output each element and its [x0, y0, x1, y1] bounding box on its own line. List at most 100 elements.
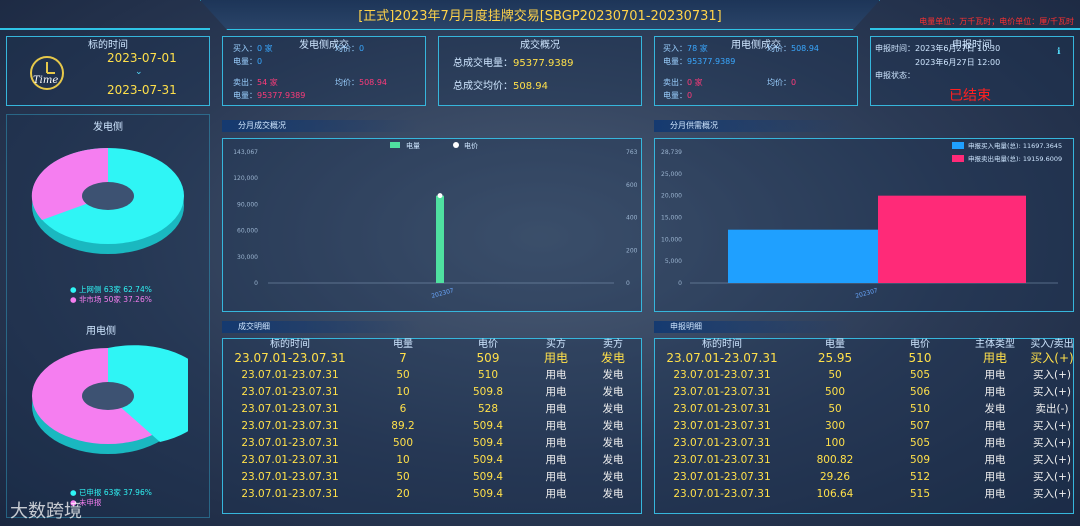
deal-table-row: 23.07.01-23.07.31 50 509.4 用电 发电 — [222, 469, 642, 486]
page-title: [正式]2023年7月月度挂牌交易[SBGP20230701-20230731] — [358, 9, 722, 24]
declare-table-cell: 510 — [909, 403, 931, 415]
use-legend-1: ● 未申报 — [70, 498, 102, 507]
deal-table-cell: 卖方 — [603, 339, 623, 350]
deal-table-cell: 510 — [477, 369, 499, 381]
monthly-chart: 电量 电价 143,067 120,000 90,000 60,000 30,000 0 7… — [233, 141, 638, 300]
deal-table-cell: 23.07.01-23.07.31 — [241, 403, 339, 415]
declare-table-cell: 23.07.01-23.07.31 — [673, 420, 771, 432]
gen-sell-price: 508.94 — [359, 78, 387, 87]
declare-table-cell: 买入(+) — [1030, 351, 1074, 365]
x-tick-202307: 202307 — [431, 287, 455, 300]
use-sell-qty: 0 — [687, 91, 693, 100]
declare-table-cell: 电价 — [910, 339, 930, 350]
deal-table-cell: 500 — [392, 437, 414, 449]
gen-buy-count: 0 家 — [257, 44, 273, 53]
declare-table-row: 23.07.01-23.07.31 106.64 515 用电 买入(+) — [654, 486, 1074, 503]
deal-table-cell: 23.07.01-23.07.31 — [241, 488, 339, 500]
deal-table-cell: 发电 — [602, 403, 624, 415]
declare-table-cell: 505 — [909, 369, 931, 381]
bar-sell-202307 — [878, 195, 1026, 283]
declare-table-row: 23.07.01-23.07.31 800.82 509 用电 买入(+) — [654, 452, 1074, 469]
declare-table-header: 申报明细 — [654, 321, 854, 333]
deal-table-cell: 509.4 — [472, 488, 504, 500]
deal-table-cell: 10 — [396, 386, 410, 398]
unit-legend: 电量单位：万千瓦时；电价单位：厘/千瓦时 — [919, 17, 1074, 26]
bar-buy-202307 — [728, 229, 878, 283]
use-legend-0: ● 已申报 63家 37.96% — [70, 488, 152, 497]
deal-table-cell: 528 — [477, 403, 499, 415]
declare-table-cell: 512 — [909, 471, 931, 483]
supply-section-header: 分月供需概况 — [654, 120, 854, 132]
declare-table-cell: 23.07.01-23.07.31 — [673, 386, 771, 398]
deal-table-cell: 509.4 — [472, 437, 504, 449]
use-pie-chart — [32, 345, 188, 454]
declare-table-panel — [654, 338, 1074, 514]
y-tick: 0 — [678, 280, 682, 287]
declare-table-row: 23.07.01-23.07.31 50 505 用电 买入(+) — [654, 367, 1074, 384]
declare-table-cell: 用电 — [984, 420, 1006, 432]
deal-table-cell: 发电 — [602, 471, 624, 483]
deal-table-cell: 6 — [399, 403, 407, 415]
target-time-panel: 标的时间 Time 2023-07-01 ⌄ 2023-07-31 — [6, 36, 210, 106]
deal-table-cell: 7 — [399, 351, 407, 365]
watermark: 大数跨境 — [10, 501, 82, 522]
declare-table-cell: 用电 — [984, 386, 1006, 398]
use-pie-title: 用电侧 — [86, 326, 116, 337]
declare-table-cell: 用电 — [984, 471, 1006, 483]
deal-table-row: 23.07.01-23.07.31 10 509.8 用电 发电 — [222, 384, 642, 401]
declare-table-cell: 106.64 — [816, 488, 854, 500]
deal-table-cell: 发电 — [602, 420, 624, 432]
info-icon[interactable]: ℹ — [1057, 47, 1061, 57]
y-tick-right: 0 — [626, 280, 630, 287]
gen-legend-1: ● 非市场 50家 37.26% — [70, 295, 152, 304]
declare-table-cell: 23.07.01-23.07.31 — [666, 351, 778, 365]
deal-table-cell: 509.4 — [472, 420, 504, 432]
y-tick: 15,000 — [661, 215, 682, 222]
target-end-date: 2023-07-31 — [107, 83, 177, 97]
deal-table-cell: 发电 — [602, 437, 624, 449]
deal-table-cell: 用电 — [545, 488, 567, 500]
deal-table-cell: 509.4 — [472, 454, 504, 466]
use-side-panel: 用电侧成交 买入：78 家 均价：508.94 电量：95377.9389 卖出… — [654, 36, 858, 106]
deal-table-cell: 23.07.01-23.07.31 — [241, 369, 339, 381]
use-side-title: 用电侧成交 — [731, 40, 781, 51]
deal-table-row: 23.07.01-23.07.31 6 528 用电 发电 — [222, 401, 642, 418]
declare-table-cell: 25.95 — [817, 351, 853, 365]
y-tick-left: 90,000 — [237, 201, 258, 208]
declare-table-cell: 23.07.01-23.07.31 — [673, 437, 771, 449]
deal-table-cell: 23.07.01-23.07.31 — [234, 351, 346, 365]
declare-table-cell: 卖出(-) — [1035, 403, 1069, 415]
declare-table-cell: 509 — [909, 454, 931, 466]
target-start-date: 2023-07-01 — [107, 51, 177, 65]
declare-table-cell: 买入(+) — [1033, 386, 1071, 398]
deal-table-row: 23.07.01-23.07.31 10 509.4 用电 发电 — [222, 452, 642, 469]
y-tick: 28,739 — [661, 149, 682, 156]
legend-qty-label: 电量 — [406, 141, 420, 150]
declare-table-row: 23.07.01-23.07.31 300 507 用电 买入(+) — [654, 418, 1074, 435]
declare-time-panel: 申报时间 申报时间：2023年6月27日 10:30 2023年6月27日 12… — [870, 36, 1074, 106]
legend-buy-label: 申报买入电量(总): 11697.3645 — [968, 141, 1062, 150]
total-price: 508.94 — [513, 81, 548, 92]
declare-status-label: 申报状态： — [875, 71, 915, 80]
deal-table-cell: 发电 — [602, 386, 624, 398]
declare-table-cell: 510 — [908, 351, 932, 365]
declare-table-cell: 23.07.01-23.07.31 — [673, 471, 771, 483]
y-tick: 5,000 — [665, 258, 682, 265]
deal-table-cell: 用电 — [545, 471, 567, 483]
deal-table-cell: 23.07.01-23.07.31 — [241, 454, 339, 466]
y-tick-right: 400 — [626, 215, 638, 222]
bar-qty-202307 — [436, 195, 444, 283]
y-tick-right: 200 — [626, 247, 638, 254]
y-tick-right: 600 — [626, 182, 638, 189]
declare-table-cell: 505 — [909, 437, 931, 449]
use-sell-price: 0 — [791, 78, 797, 87]
target-time-title: 标的时间 — [88, 40, 128, 51]
svg-text:Time: Time — [33, 75, 58, 86]
declare-table-cell: 买入(+) — [1033, 488, 1071, 500]
declare-table-cell: 23.07.01-23.07.31 — [673, 454, 771, 466]
deal-table-row: 23.07.01-23.07.31 20 509.4 用电 发电 — [222, 486, 642, 503]
declare-table-row: 23.07.01-23.07.31 50 510 发电 卖出(-) — [654, 401, 1074, 418]
declare-table-cell: 500 — [824, 386, 846, 398]
monthly-section-header: 分月成交概况 — [222, 120, 422, 132]
declare-table-cell: 507 — [909, 420, 931, 432]
